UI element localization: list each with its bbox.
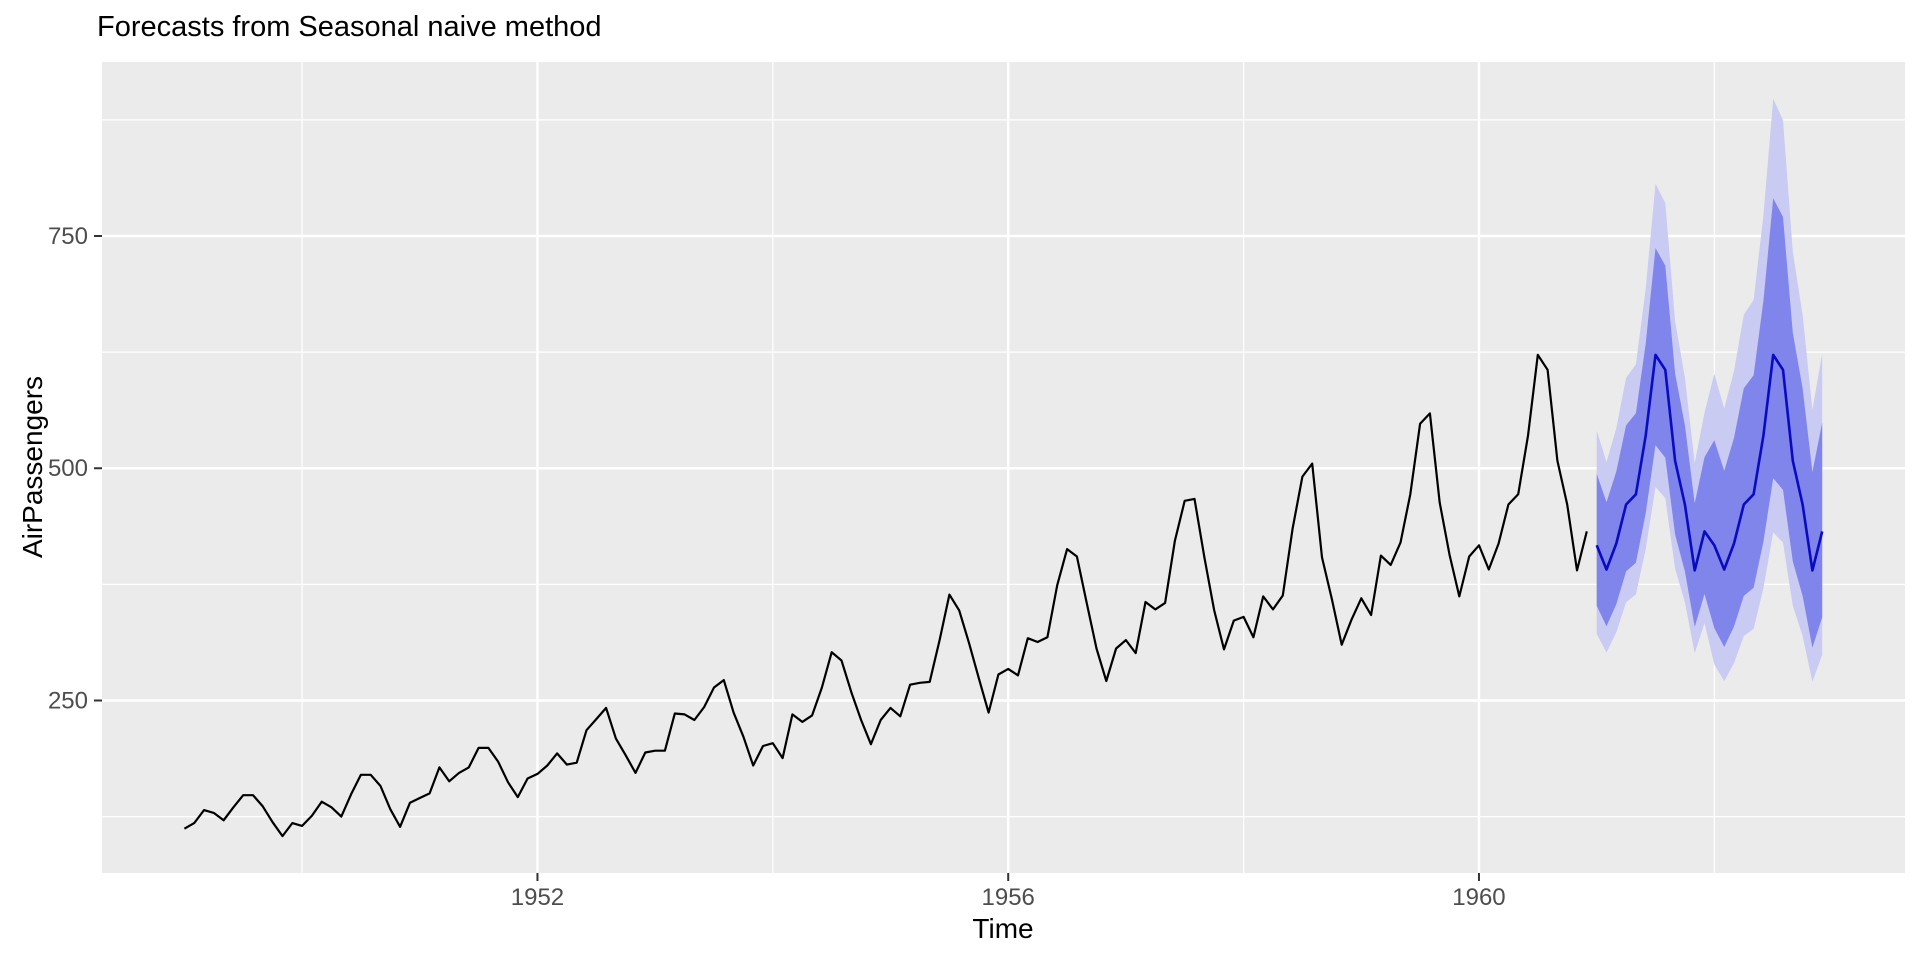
plot-title: Forecasts from Seasonal naive method — [97, 11, 602, 43]
y-axis-title: AirPassengers — [17, 375, 48, 559]
x-axis-title: Time — [972, 913, 1034, 944]
observed-line — [183, 353, 1588, 838]
y-tick-label: 500 — [48, 455, 88, 482]
prediction-interval-80 — [1596, 198, 1823, 648]
y-axis-ticks: 250 500 750 — [48, 223, 102, 714]
x-axis-ticks: 1952 1956 1960 — [511, 873, 1506, 911]
x-tick-label: 1960 — [1452, 884, 1505, 911]
x-tick-label: 1956 — [982, 884, 1035, 911]
prediction-interval-95 — [1596, 98, 1823, 682]
y-tick-label: 750 — [48, 223, 88, 250]
x-tick-label: 1952 — [511, 884, 564, 911]
forecast-line — [1595, 353, 1824, 572]
gridlines-minor — [102, 62, 1905, 873]
y-tick-label: 250 — [48, 687, 88, 714]
